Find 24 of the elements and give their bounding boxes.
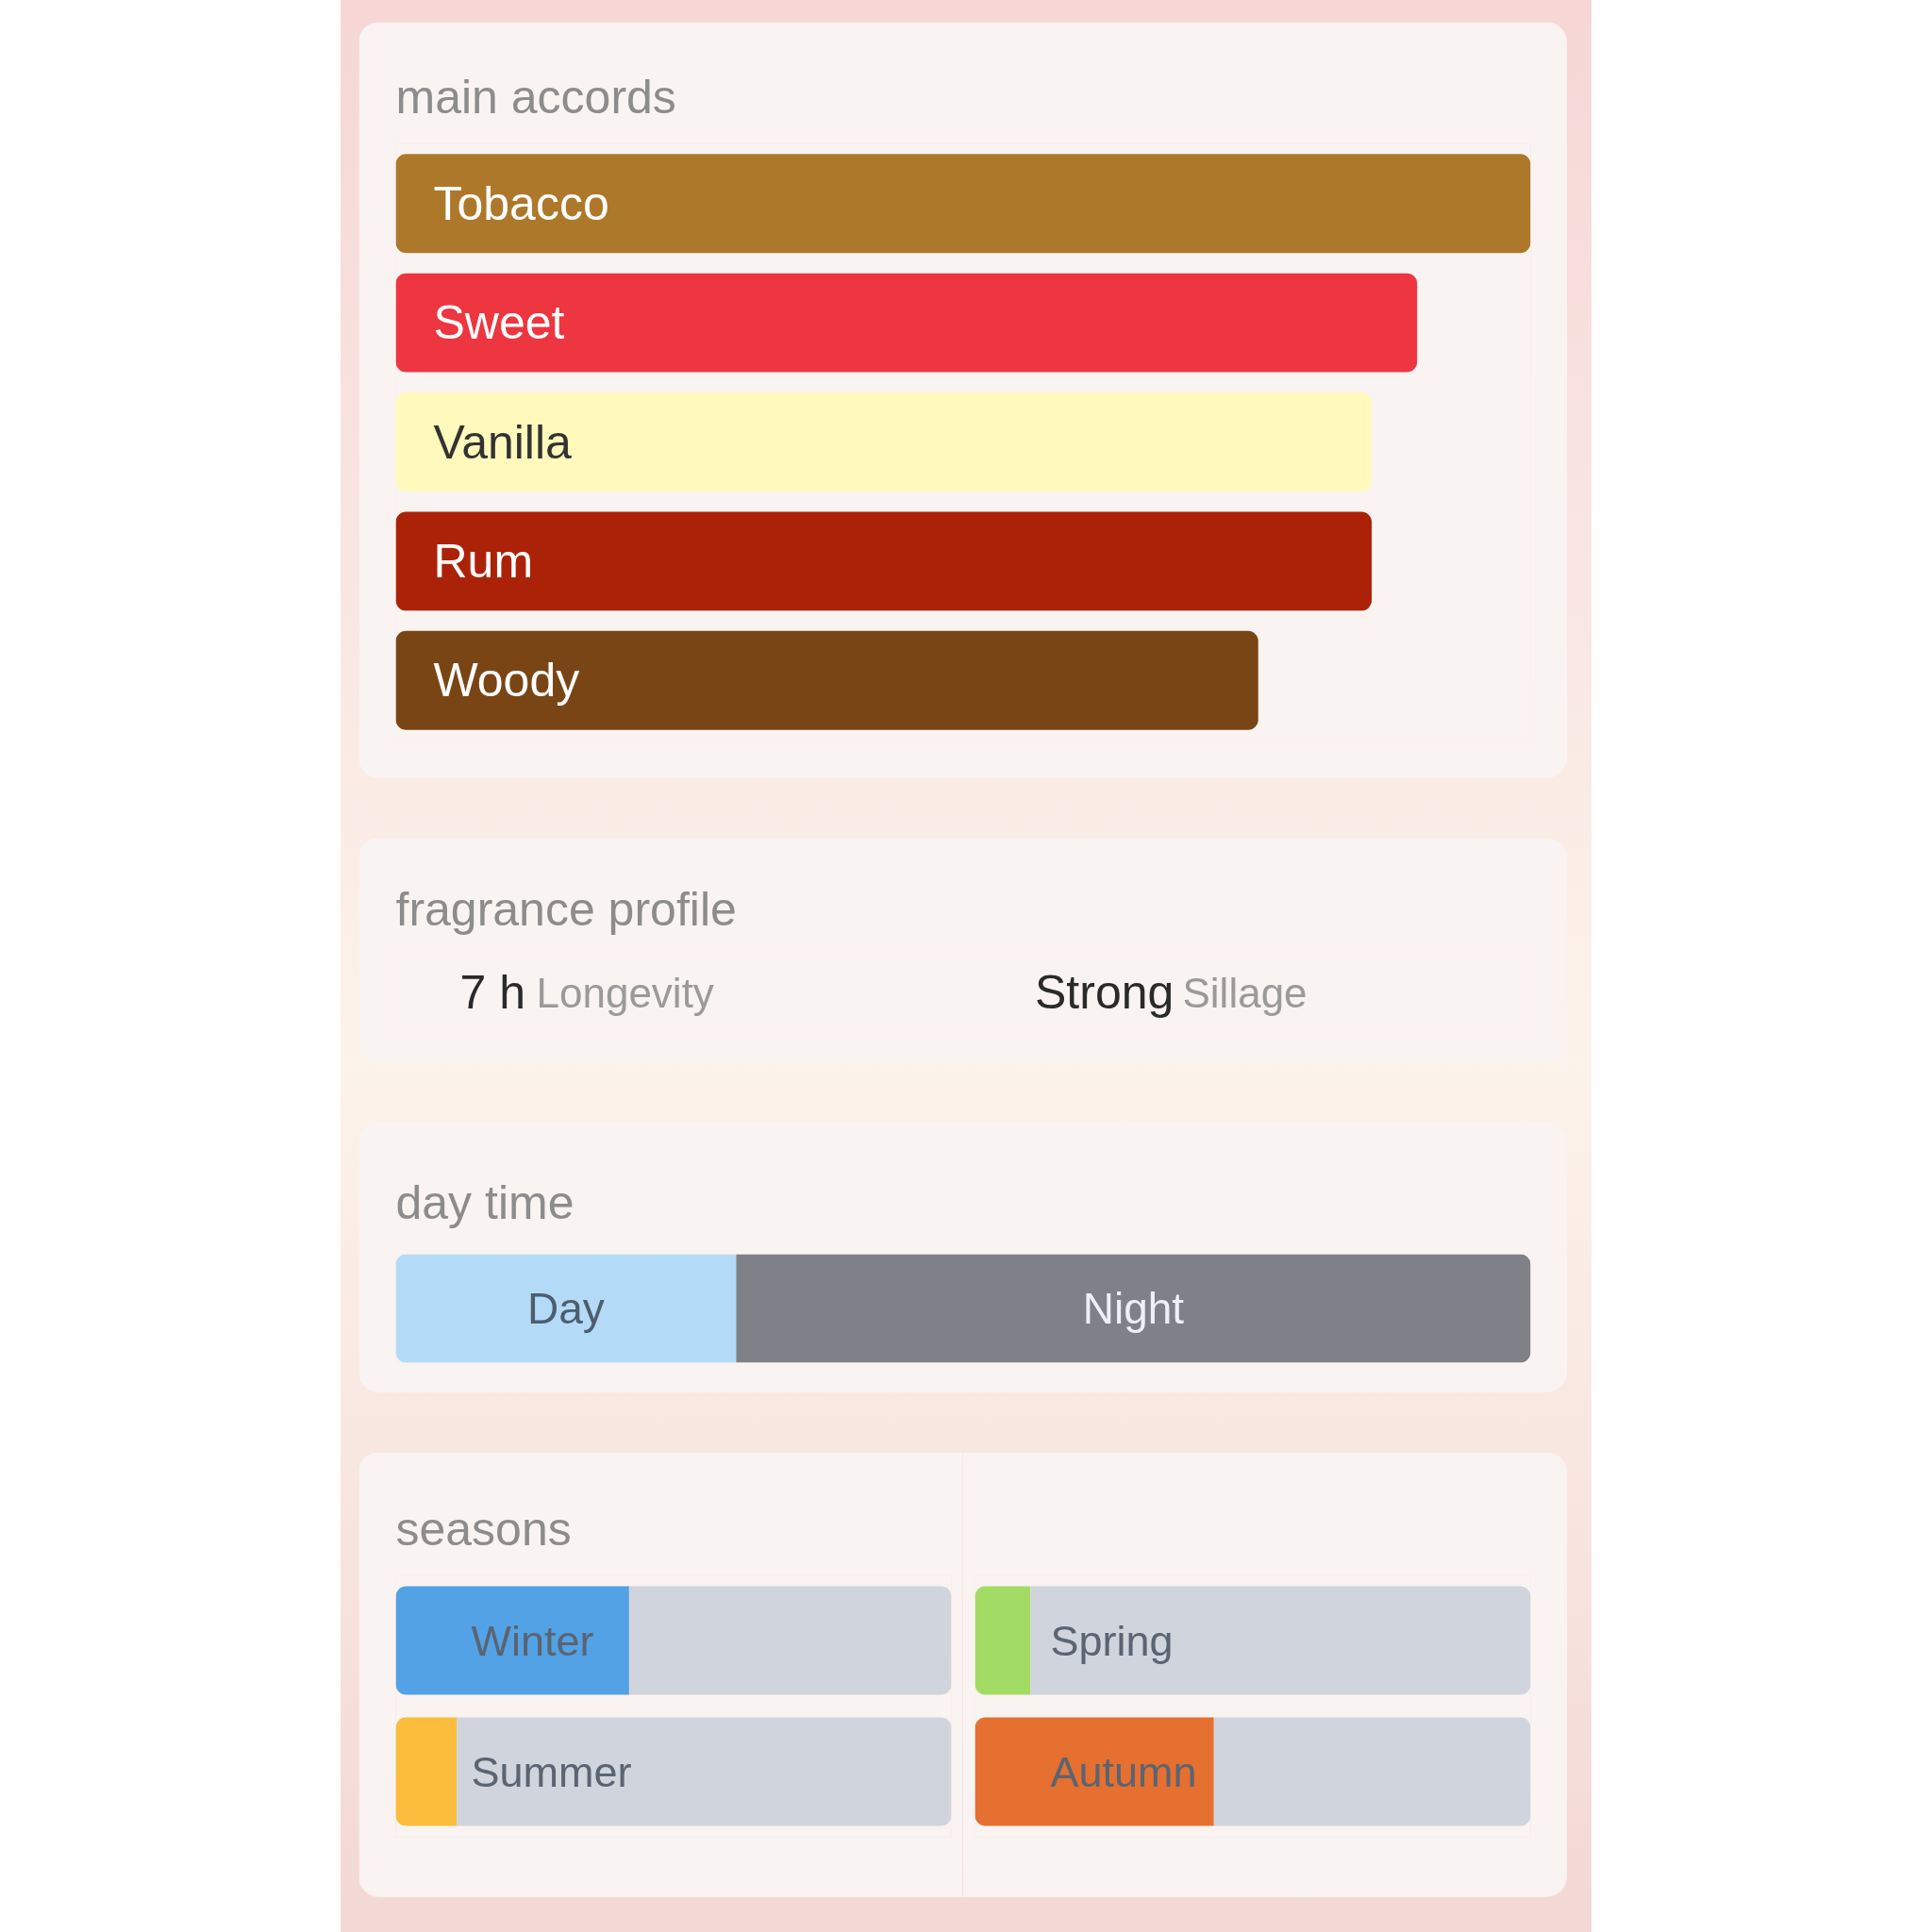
- text: Strong: [1035, 966, 1174, 1019]
- y-tick-label: Sweet: [433, 296, 565, 350]
- chart-title: main accords: [395, 71, 676, 124]
- y-tick-label: Vanilla: [433, 415, 573, 469]
- chart-title: day time: [395, 1175, 575, 1229]
- y-tick-label: Woody: [433, 654, 580, 708]
- bar: [395, 154, 1531, 254]
- y-tick-label: Rum: [433, 534, 534, 588]
- text: Sillage: [1182, 969, 1307, 1016]
- bar: [395, 273, 1418, 373]
- y-tick-label: Summer: [471, 1747, 632, 1796]
- y-tick-label: Autumn: [1050, 1747, 1197, 1796]
- text: 7 h: [459, 966, 526, 1019]
- y-tick-label: Spring: [1050, 1616, 1174, 1665]
- bar: [395, 630, 1258, 730]
- series-label: Night: [1082, 1284, 1185, 1333]
- y-tick-label: Winter: [471, 1616, 594, 1665]
- bar: [395, 392, 1373, 491]
- text: Longevity: [536, 969, 714, 1016]
- text: fragrance profile: [395, 883, 737, 936]
- y-tick-label: Tobacco: [433, 176, 609, 230]
- chart-title: seasons: [395, 1502, 572, 1556]
- bar: [395, 511, 1373, 611]
- series-label: Day: [527, 1284, 605, 1333]
